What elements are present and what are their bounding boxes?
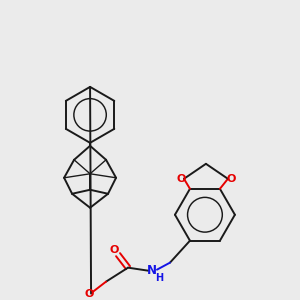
- Text: O: O: [84, 289, 94, 298]
- Text: O: O: [226, 174, 236, 184]
- Text: O: O: [176, 174, 186, 184]
- Text: H: H: [155, 273, 163, 283]
- Text: N: N: [147, 264, 157, 277]
- Text: O: O: [110, 245, 119, 255]
